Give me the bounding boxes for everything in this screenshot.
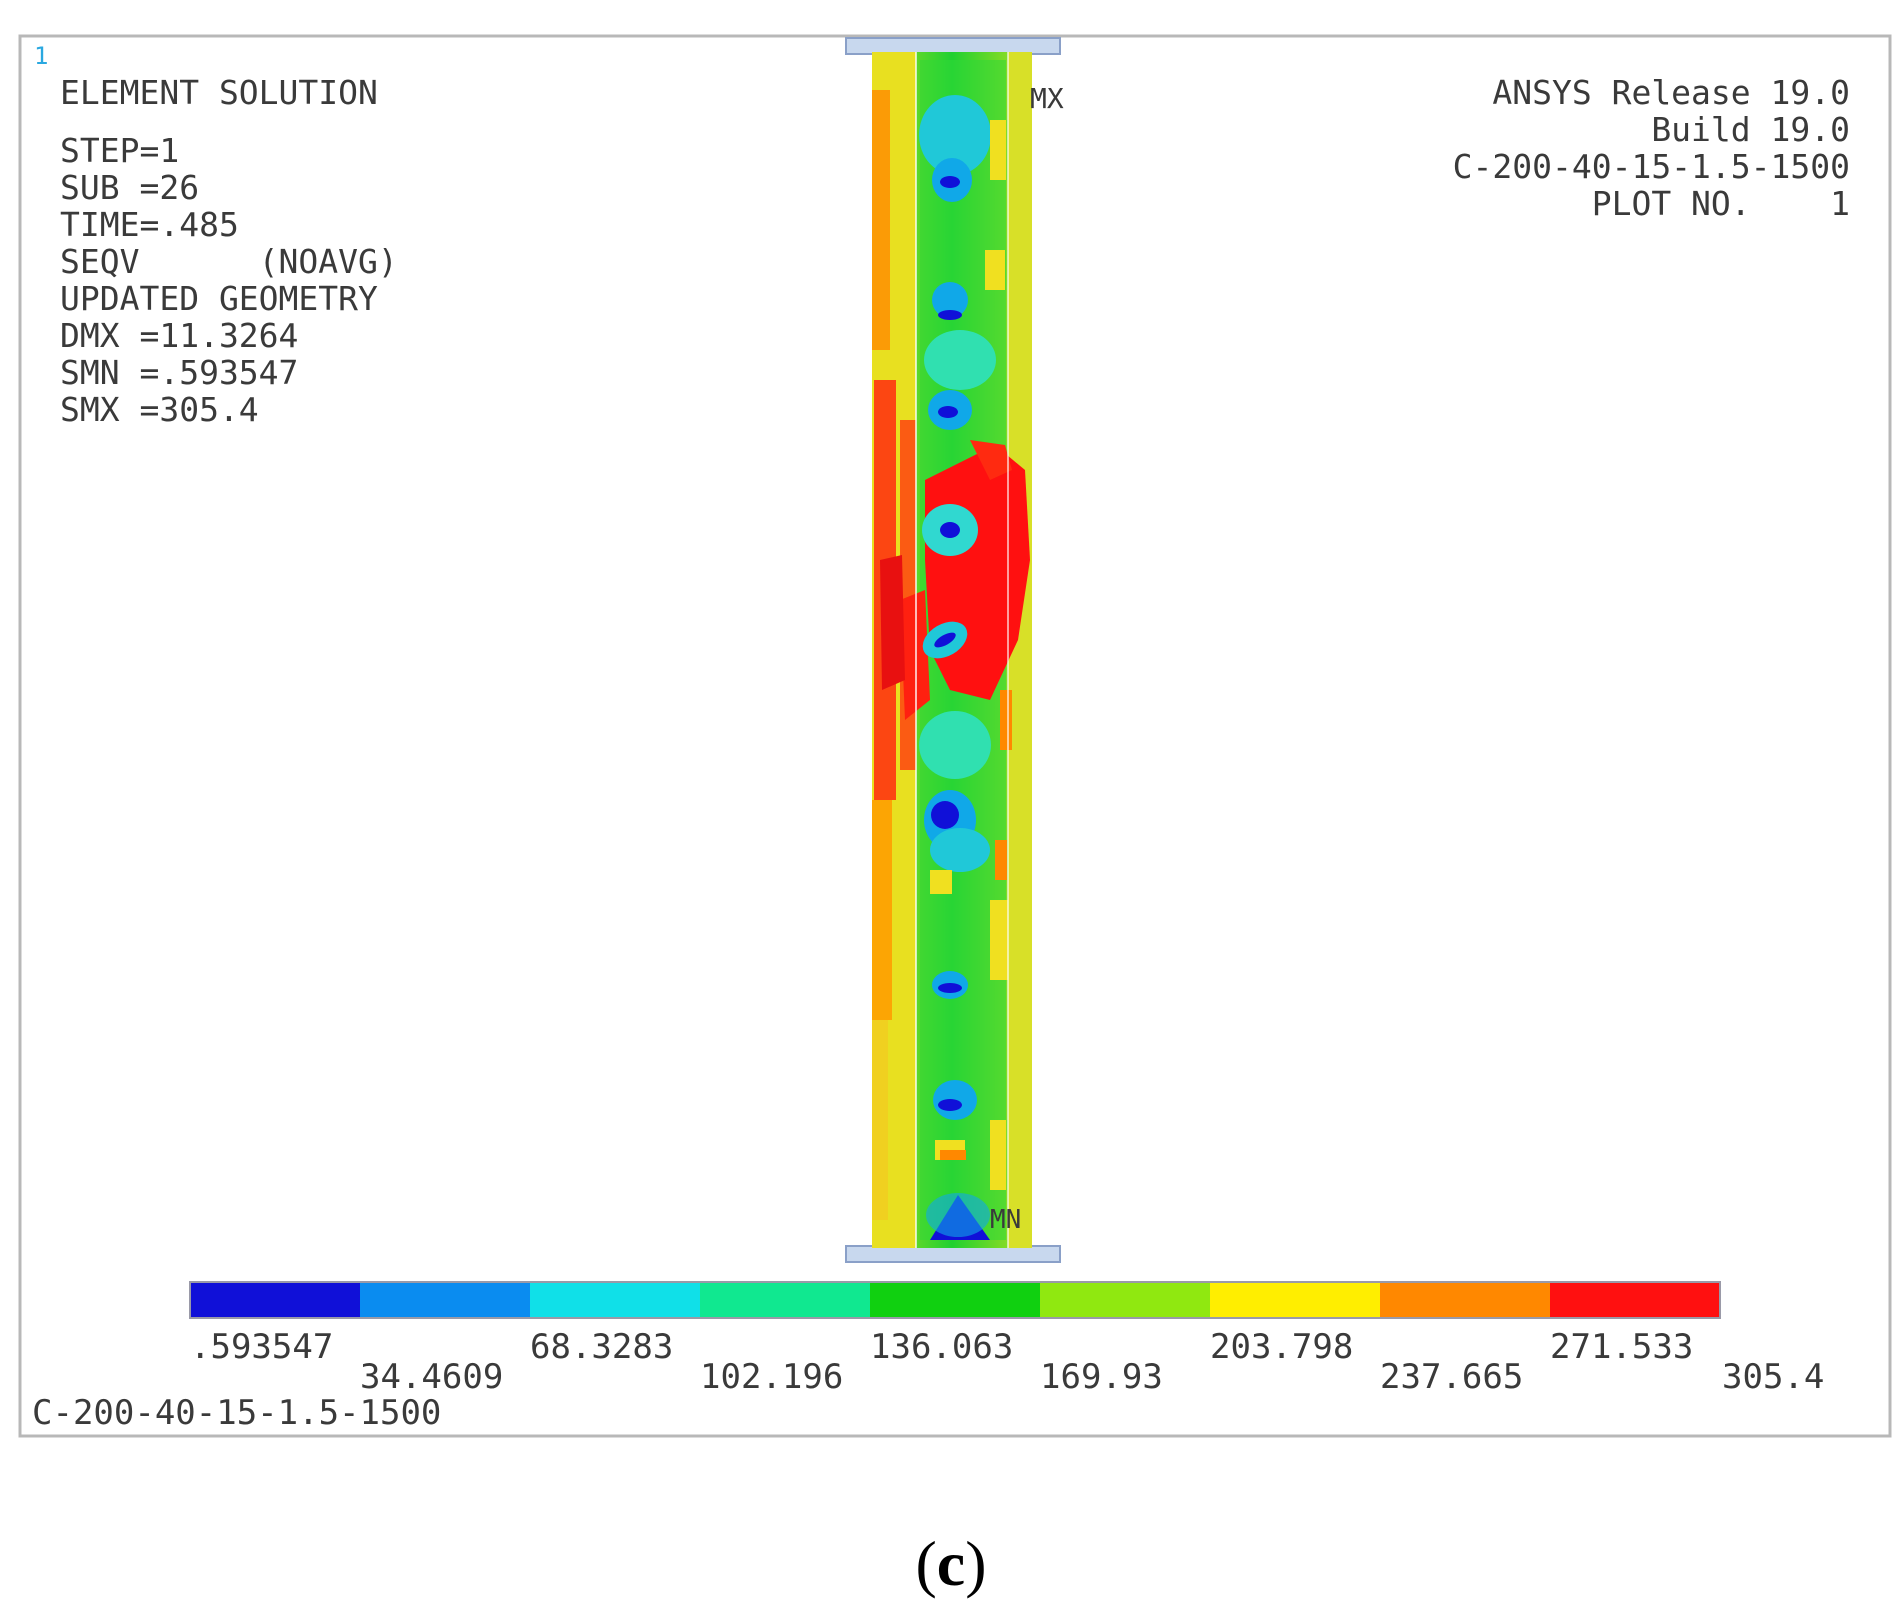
legend-value: 136.063 [870,1327,1013,1367]
info-line: UPDATED GEOMETRY [60,279,378,318]
hot-zone [880,555,905,690]
legend-value: 102.196 [700,1357,843,1397]
column-model: MX MN [845,37,1064,1263]
legend-value: 68.3283 [530,1327,673,1367]
legend-bar [190,1282,1721,1318]
legend-bar-outline [189,1281,1721,1319]
legend-value: 305.4 [1722,1357,1824,1397]
model-label: C-200-40-15-1.5-1500 [32,1393,441,1433]
legend-band [1550,1282,1721,1318]
legend-value: 34.4609 [360,1357,503,1397]
figure-caption: (c) [915,1528,986,1599]
info-line: ANSYS Release 19.0 [1492,73,1850,112]
info-line: STEP=1 [60,131,179,170]
contour-patch [872,90,890,350]
top-end-plate [845,37,1061,55]
legend-band [1210,1282,1381,1318]
legend-band [870,1282,1041,1318]
info-line: ELEMENT SOLUTION [60,73,378,112]
legend-band [360,1282,531,1318]
info-line: C-200-40-15-1.5-1500 [1453,147,1850,186]
info-left: ELEMENT SOLUTION STEP=1 SUB =26 TIME=.48… [60,73,398,429]
legend-band [1040,1282,1211,1318]
info-line: TIME=.485 [60,205,239,244]
info-line: SEQV (NOAVG) [60,242,398,281]
info-line: SMN =.593547 [60,353,298,392]
low-stress-spots [919,95,996,1240]
info-right: ANSYS Release 19.0 Build 19.0 C-200-40-1… [1453,73,1850,223]
contour-speckles [930,120,1008,1190]
legend-value: 237.665 [1380,1357,1523,1397]
info-line: SMX =305.4 [60,390,259,429]
caption-open: ( [915,1528,936,1599]
hot-zone [970,440,1012,480]
contour-patch [872,1020,888,1220]
corner-marker: 1 [34,42,48,70]
info-line: DMX =11.3264 [60,316,298,355]
legend-value: 203.798 [1210,1327,1353,1367]
legend-value: 271.533 [1550,1327,1693,1367]
contour-patch [872,800,892,1020]
info-line: PLOT NO. 1 [1592,184,1850,223]
legend-band [1380,1282,1551,1318]
mx-label: MX [1030,82,1064,115]
legend-band [530,1282,701,1318]
legend-band [700,1282,871,1318]
mn-label: MN [990,1205,1021,1235]
legend-values-bottom: 34.4609 102.196 169.93 237.665 305.4 [360,1357,1824,1397]
legend-value: .593547 [190,1327,333,1367]
legend-band [190,1282,361,1318]
bottom-end-plate [845,1245,1061,1263]
info-line: SUB =26 [60,168,199,207]
legend: .593547 68.3283 136.063 203.798 271.533 … [189,1281,1824,1397]
legend-values-top: .593547 68.3283 136.063 203.798 271.533 [190,1327,1693,1367]
legend-value: 169.93 [1040,1357,1163,1397]
caption-close: ) [965,1528,986,1599]
caption-letter: c [937,1528,965,1599]
info-line: Build 19.0 [1651,110,1850,149]
